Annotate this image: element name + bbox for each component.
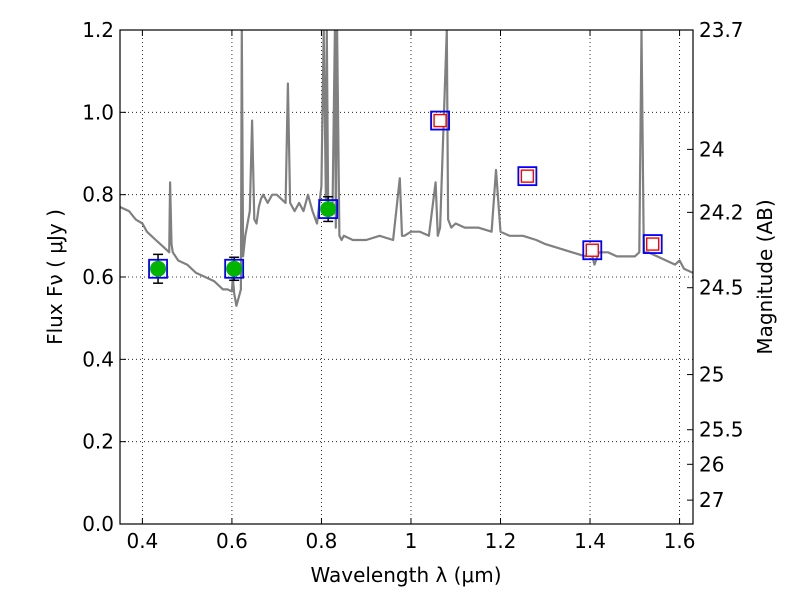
x-tick-label: 0.8 — [306, 529, 338, 553]
predicted-flux-point — [520, 169, 535, 183]
spectrum-line — [120, 30, 693, 307]
model-flux-box — [430, 110, 450, 131]
x-tick-label: 1.6 — [664, 529, 696, 553]
photometry-point — [226, 260, 243, 277]
y2-tick-label: 23.7 — [699, 18, 744, 42]
model-flux-box — [224, 258, 245, 279]
y-tick-label: 0.0 — [82, 512, 114, 536]
y2-tick-label: 25 — [699, 363, 724, 387]
x-axis-title: Wavelength λ (μm) — [310, 563, 501, 587]
y2-tick-label: 26 — [699, 452, 724, 476]
photometry-point — [320, 201, 337, 218]
model-flux-box — [582, 240, 603, 261]
y-tick-label: 0.2 — [82, 430, 114, 454]
x-tick-label: 0.4 — [126, 529, 158, 553]
plot-area — [120, 30, 693, 307]
y2-tick-label: 25.5 — [699, 418, 744, 442]
predicted-flux-point — [433, 113, 447, 128]
y2-axis: 23.7 24 24.2 24.5 25 25.5 26 27 — [687, 18, 744, 512]
model-flux-box — [642, 234, 663, 254]
photometry-point — [150, 260, 167, 277]
y-axis: 0.0 0.2 0.4 0.6 0.8 1.0 1.2 — [82, 18, 126, 536]
predicted-flux-point — [585, 243, 599, 257]
y-axis-title: Flux Fν ( μJy ) — [43, 209, 67, 345]
y-tick-label: 0.6 — [82, 265, 114, 289]
model-flux-box — [148, 258, 168, 279]
y2-tick-label: 24.5 — [699, 276, 744, 300]
y-tick-label: 1.2 — [82, 18, 114, 42]
y2-axis-title: Magnitude (AB) — [753, 199, 777, 354]
x-tick-label: 1 — [405, 529, 418, 553]
x-tick-label: 1.4 — [574, 529, 606, 553]
y-tick-label: 1.0 — [82, 100, 114, 124]
model-flux-box — [517, 166, 538, 187]
y2-tick-label: 24.2 — [699, 200, 744, 224]
x-tick-label: 1.2 — [485, 529, 517, 553]
x-axis: 0.4 0.6 0.8 1 1.2 1.4 1.6 — [126, 30, 695, 553]
y2-tick-label: 27 — [699, 488, 724, 512]
y-tick-label: 0.8 — [82, 183, 114, 207]
model-flux-box — [318, 199, 339, 219]
predicted-flux-point — [646, 237, 660, 251]
y-tick-label: 0.4 — [82, 347, 114, 371]
y2-tick-label: 24 — [699, 137, 724, 161]
x-tick-label: 0.6 — [216, 529, 248, 553]
